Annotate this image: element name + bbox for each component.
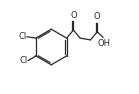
Text: O: O (70, 11, 77, 20)
Text: Cl: Cl (19, 56, 28, 65)
Text: Cl: Cl (18, 32, 26, 41)
Text: O: O (94, 12, 100, 21)
Text: OH: OH (97, 39, 110, 48)
